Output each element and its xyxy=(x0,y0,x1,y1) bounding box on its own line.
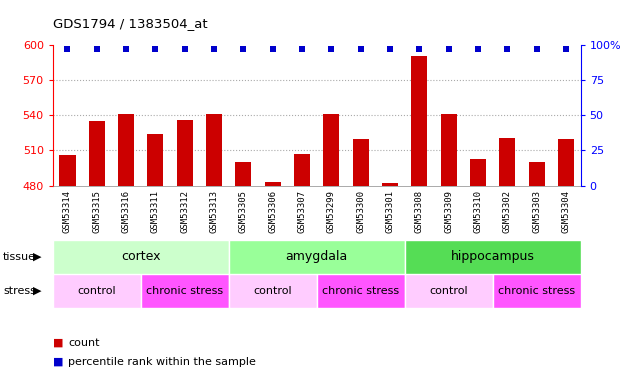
Text: GSM53308: GSM53308 xyxy=(415,190,424,233)
Text: GSM53310: GSM53310 xyxy=(473,190,483,233)
Text: GSM53309: GSM53309 xyxy=(444,190,453,233)
Bar xyxy=(382,183,398,186)
Text: control: control xyxy=(78,286,116,296)
Text: GSM53312: GSM53312 xyxy=(180,190,189,233)
Text: amygdala: amygdala xyxy=(286,251,348,263)
Bar xyxy=(317,274,405,308)
Text: GSM53311: GSM53311 xyxy=(151,190,160,233)
Bar xyxy=(294,154,310,186)
Text: GSM53316: GSM53316 xyxy=(122,190,130,233)
Bar xyxy=(405,240,581,274)
Bar xyxy=(558,139,574,186)
Text: control: control xyxy=(253,286,292,296)
Bar xyxy=(141,274,229,308)
Text: percentile rank within the sample: percentile rank within the sample xyxy=(68,357,256,367)
Bar xyxy=(53,240,229,274)
Text: GSM53314: GSM53314 xyxy=(63,190,72,233)
Bar xyxy=(60,155,76,186)
Text: GSM53302: GSM53302 xyxy=(503,190,512,233)
Bar xyxy=(492,274,581,308)
Text: ■: ■ xyxy=(53,357,63,367)
Text: GSM53299: GSM53299 xyxy=(327,190,336,233)
Text: chronic stress: chronic stress xyxy=(146,286,224,296)
Text: GSM53301: GSM53301 xyxy=(386,190,394,233)
Bar xyxy=(147,134,163,186)
Text: GSM53315: GSM53315 xyxy=(93,190,101,233)
Bar xyxy=(499,138,515,186)
Text: ▶: ▶ xyxy=(33,252,42,262)
Text: count: count xyxy=(68,338,100,348)
Bar xyxy=(265,182,281,186)
Text: GSM53300: GSM53300 xyxy=(356,190,365,233)
Bar xyxy=(528,162,545,186)
Bar xyxy=(177,120,193,186)
Text: control: control xyxy=(429,286,468,296)
Bar xyxy=(118,114,134,186)
Text: GSM53307: GSM53307 xyxy=(297,190,307,233)
Text: chronic stress: chronic stress xyxy=(498,286,575,296)
Text: tissue: tissue xyxy=(3,252,36,262)
Text: GSM53313: GSM53313 xyxy=(209,190,219,233)
Text: GSM53305: GSM53305 xyxy=(239,190,248,233)
Bar xyxy=(353,139,369,186)
Bar xyxy=(229,274,317,308)
Bar xyxy=(89,121,105,186)
Bar xyxy=(470,159,486,186)
Text: cortex: cortex xyxy=(121,251,160,263)
Text: stress: stress xyxy=(3,286,36,296)
Bar xyxy=(229,240,405,274)
Text: ▶: ▶ xyxy=(33,286,42,296)
Text: GSM53306: GSM53306 xyxy=(268,190,277,233)
Bar xyxy=(235,162,252,186)
Text: GSM53304: GSM53304 xyxy=(561,190,571,233)
Text: GSM53303: GSM53303 xyxy=(532,190,541,233)
Bar xyxy=(441,114,456,186)
Bar xyxy=(411,56,427,186)
Bar xyxy=(206,114,222,186)
Bar xyxy=(324,114,340,186)
Text: hippocampus: hippocampus xyxy=(451,251,535,263)
Bar xyxy=(53,274,141,308)
Text: ■: ■ xyxy=(53,338,63,348)
Text: chronic stress: chronic stress xyxy=(322,286,399,296)
Text: GDS1794 / 1383504_at: GDS1794 / 1383504_at xyxy=(53,17,207,30)
Bar xyxy=(405,274,492,308)
